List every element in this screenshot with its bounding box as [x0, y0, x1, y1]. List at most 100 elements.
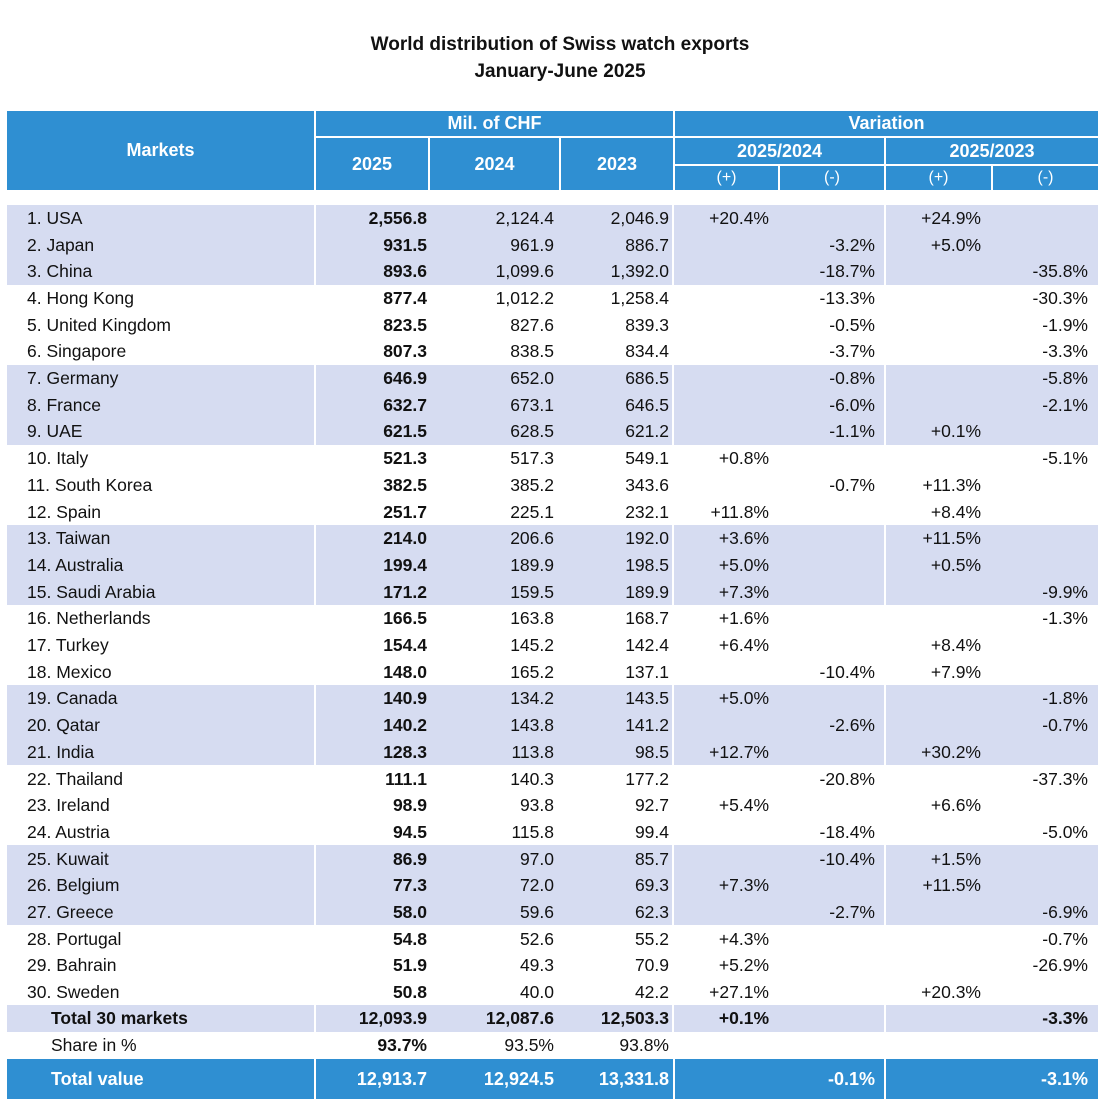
var-minus-2023	[993, 792, 1088, 819]
var-minus-2024	[780, 525, 875, 552]
var-plus-2024	[675, 846, 769, 873]
var-minus-2023: -1.8%	[1042, 688, 1088, 709]
table-row: 15. Saudi Arabia 171.2 159.5 189.9 +7.3% -9.9…	[7, 579, 1098, 606]
value-2023: 1,258.4	[610, 287, 669, 308]
value-2023: 646.5	[625, 394, 669, 415]
var-minus-2024	[780, 499, 875, 526]
value-2025: 807.3	[383, 341, 427, 362]
table-row: 9. UAE 621.5 628.5 621.2 -1.1% +0.1%	[7, 419, 1098, 446]
header-mil-chf: Mil. of CHF	[447, 113, 542, 133]
market-name: 14. Australia	[27, 554, 124, 575]
value-2024: 827.6	[510, 314, 554, 335]
var-minus-2023	[993, 205, 1088, 232]
table-row: 11. South Korea 382.5 385.2 343.6 -0.7% +11.3…	[7, 472, 1098, 499]
var-minus-2023: -3.3%	[1042, 1007, 1088, 1028]
market-name: 8. France	[27, 394, 101, 415]
value-2025: 823.5	[383, 314, 427, 335]
var-minus-2023	[993, 525, 1088, 552]
var-plus-2024	[675, 712, 769, 739]
table-row: 4. Hong Kong 877.4 1,012.2 1,258.4 -13.3% -30…	[7, 285, 1098, 312]
value-2024: 93.8	[519, 795, 554, 816]
value-2024: 115.8	[511, 821, 555, 842]
var-minus-2023: -6.9%	[1042, 902, 1088, 923]
var-plus-2024	[675, 819, 769, 846]
var-minus-2024	[780, 445, 875, 472]
header-var-2025-2023: 2025/2023	[949, 141, 1035, 161]
var-plus-2024: +7.3%	[718, 875, 769, 896]
header-divider	[314, 111, 316, 190]
market-name: 28. Portugal	[27, 928, 122, 949]
value-2025: 621.5	[383, 421, 427, 442]
var-minus-2024: -0.5%	[829, 314, 875, 335]
var-plus-2024: +7.3%	[718, 581, 769, 602]
market-name: 24. Austria	[27, 821, 110, 842]
var-plus-2023: +0.1%	[930, 421, 981, 442]
var-minus-2024: -3.2%	[829, 234, 875, 255]
value-2023: 55.2	[634, 928, 669, 949]
header-year-2023: 2023	[596, 153, 638, 174]
value-2023: 621.2	[625, 421, 669, 442]
value-2024: 628.5	[510, 421, 554, 442]
market-name: 25. Kuwait	[27, 848, 109, 869]
header-divider	[673, 111, 675, 190]
market-name: 21. India	[27, 741, 95, 762]
var-plus-2023: +24.9%	[921, 207, 981, 228]
value-2025: 86.9	[392, 848, 427, 869]
total-var-2023: -3.1%	[1040, 1068, 1088, 1089]
market-name: 22. Thailand	[27, 768, 124, 789]
value-2024: 40.0	[519, 982, 554, 1003]
var-minus-2024: -18.7%	[819, 261, 875, 282]
value-2023: 142.4	[625, 635, 669, 656]
market-name: 13. Taiwan	[27, 528, 111, 549]
value-2024: 140.3	[510, 768, 554, 789]
var-minus-2024: -2.6%	[829, 715, 875, 736]
value-2025: 140.9	[383, 688, 427, 709]
value-2025: 646.9	[383, 368, 427, 389]
value-2025: 58.0	[392, 902, 427, 923]
var-minus-2023	[993, 499, 1088, 526]
market-name: 27. Greece	[27, 902, 114, 923]
market-name: 16. Netherlands	[27, 608, 151, 629]
share-2025: 93.7%	[377, 1034, 427, 1055]
table-row: 10. Italy 521.3 517.3 549.1 +0.8% -5.1%	[7, 445, 1098, 472]
value-2025: 893.6	[383, 261, 427, 282]
table-row: 17. Turkey 154.4 145.2 142.4 +6.4% +8.4%	[7, 632, 1098, 659]
total-divider	[884, 1059, 886, 1099]
value-2025: 166.5	[383, 608, 427, 629]
total-2024: 12,924.5	[483, 1068, 554, 1089]
var-minus-2023: -3.3%	[1042, 341, 1088, 362]
var-plus-2023: +11.5%	[922, 528, 981, 549]
var-minus-2023: -1.3%	[1042, 608, 1088, 629]
var-plus-2024: +5.0%	[718, 554, 769, 575]
var-minus-2024	[780, 979, 875, 1006]
value-2023: 2,046.9	[610, 207, 669, 228]
market-name: 19. Canada	[27, 688, 118, 709]
var-minus-2023: -2.1%	[1042, 394, 1088, 415]
value-2023: 177.2	[625, 768, 669, 789]
market-name: 6. Singapore	[27, 341, 127, 362]
header-divider	[673, 164, 1098, 166]
var-minus-2024	[780, 739, 875, 766]
header-divider	[778, 165, 780, 190]
total-2025: 12,913.7	[356, 1068, 427, 1089]
table-row: 26. Belgium 77.3 72.0 69.3 +7.3% +11.5%	[7, 873, 1098, 900]
var-minus-2023: -0.7%	[1042, 715, 1088, 736]
value-2025: 171.2	[383, 581, 427, 602]
title-line-1: World distribution of Swiss watch export…	[370, 34, 750, 55]
value-2025: 128.3	[383, 741, 427, 762]
table-row: 30. Sweden 50.8 40.0 42.2 +27.1% +20.3%	[7, 979, 1098, 1006]
var-minus-2023: -1.9%	[1042, 314, 1088, 335]
var-minus-2023	[993, 739, 1088, 766]
value-2025: 12,093.9	[358, 1007, 427, 1028]
var-plus-2024	[675, 365, 769, 392]
value-2024: 673.1	[510, 394, 554, 415]
value-2025: 154.4	[383, 635, 427, 656]
market-name: 18. Mexico	[27, 661, 112, 682]
var-plus-2023	[886, 712, 981, 739]
value-2023: 70.9	[634, 955, 669, 976]
total-30-row: Total 30 markets 12,093.9 12,087.6 12,50…	[7, 1005, 1098, 1032]
value-2024: 72.0	[519, 875, 554, 896]
market-name: Total value	[51, 1068, 144, 1089]
value-2024: 113.8	[511, 741, 555, 762]
header-minus-2: (-)	[1037, 169, 1054, 186]
